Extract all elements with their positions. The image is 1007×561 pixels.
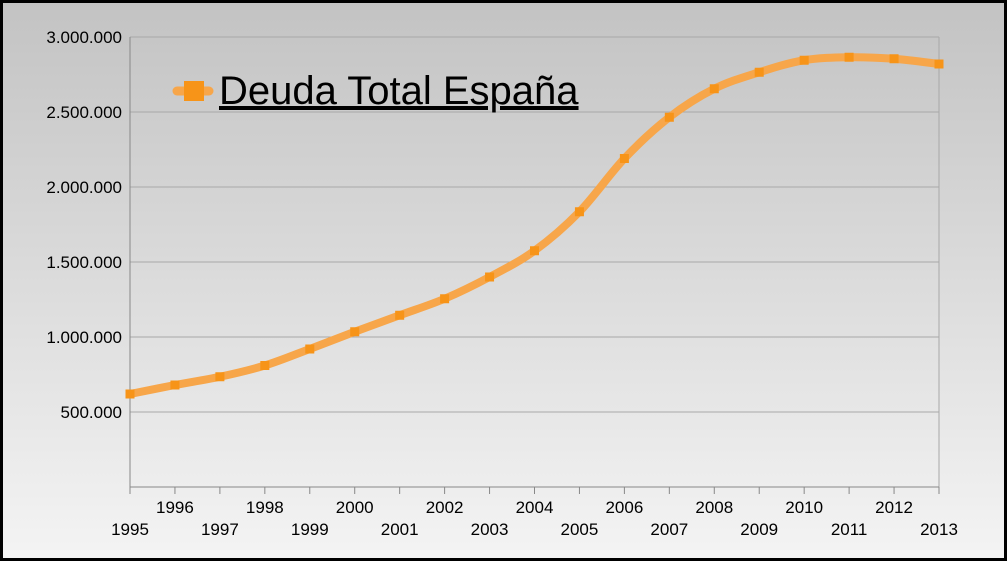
data-point-marker (844, 52, 854, 62)
x-tick-label: 1996 (156, 498, 194, 517)
x-tick-label: 2005 (561, 520, 599, 539)
x-tick-label: 2008 (695, 498, 733, 517)
data-point-marker (530, 246, 539, 256)
data-point-marker (664, 112, 674, 122)
gridlines (130, 36, 940, 487)
x-tick-label: 2002 (426, 498, 464, 517)
x-tick-label: 1997 (201, 520, 239, 539)
data-point-marker (754, 67, 764, 77)
x-tick-label: 2011 (831, 520, 868, 539)
x-tick-label: 2006 (605, 498, 643, 517)
data-point-marker (709, 84, 719, 94)
data-point-marker (305, 344, 315, 354)
data-point-marker (619, 154, 629, 163)
data-point-marker (440, 294, 450, 304)
line-chart: 500.000 1.000.000 1.500.000 2.000.000 2.500.… (46, 28, 958, 539)
data-point-marker (574, 207, 584, 217)
y-tick-label: 2.500.000 (46, 103, 122, 122)
y-tick-label: 1.500.000 (46, 253, 122, 272)
data-point-marker (934, 59, 944, 69)
data-point-marker (215, 372, 225, 382)
x-tick-label: 2004 (516, 498, 554, 517)
x-tick-label: 1999 (291, 520, 329, 539)
x-axis-ticks: 1995 1996 1997 1998 1999 2000 2001 2002 2003 2004… (111, 487, 958, 539)
x-tick-label: 2001 (381, 520, 419, 539)
data-point-marker (170, 380, 180, 390)
y-tick-label: 1.000.000 (46, 328, 122, 347)
x-tick-label: 2000 (336, 498, 374, 517)
x-tick-label: 2007 (650, 520, 688, 539)
data-point-marker (889, 54, 899, 64)
x-tick-label: 1995 (111, 520, 149, 539)
y-tick-label: 3.000.000 (46, 28, 122, 47)
x-tick-label: 2010 (785, 498, 823, 517)
x-tick-label: 2012 (875, 498, 913, 517)
y-tick-label: 2.000.000 (46, 178, 122, 197)
data-point-marker (485, 272, 495, 282)
x-tick-label: 2013 (920, 520, 958, 539)
data-point-marker (260, 361, 270, 370)
x-tick-label: 2003 (471, 520, 509, 539)
legend: Deuda Total España (172, 69, 579, 113)
data-point-marker (799, 55, 809, 65)
y-tick-label: 500.000 (61, 403, 122, 422)
x-tick-label: 2009 (740, 520, 778, 539)
data-point-marker (125, 389, 135, 399)
x-tick-label: 1998 (246, 498, 284, 517)
series-layer (125, 52, 944, 399)
data-point-marker (395, 310, 405, 320)
legend-label: Deuda Total España (219, 69, 579, 113)
y-axis-ticks: 500.000 1.000.000 1.500.000 2.000.000 2.500.… (46, 28, 122, 422)
data-point-marker (350, 327, 360, 337)
legend-marker-swatch (184, 81, 204, 101)
